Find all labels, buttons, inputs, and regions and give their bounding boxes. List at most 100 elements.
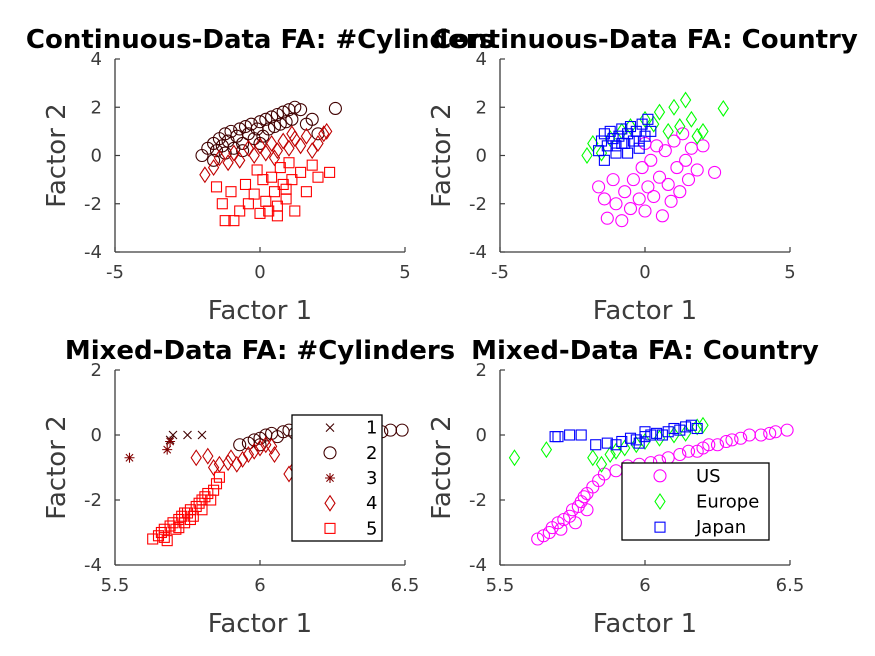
data-point [667, 134, 681, 148]
data-point [312, 171, 324, 183]
series-4 [190, 436, 307, 489]
data-point [668, 426, 680, 444]
data-point [604, 446, 616, 463]
y-tick-label: -4 [84, 555, 102, 576]
data-point [158, 531, 170, 543]
legend: 1 2 3 4 5 [291, 414, 383, 542]
data-point [239, 178, 252, 190]
data-point [662, 122, 674, 140]
data-point [685, 419, 697, 431]
data-point [213, 149, 226, 167]
legend-label: 4 [366, 493, 377, 514]
data-point [725, 433, 739, 447]
data-point [312, 134, 324, 152]
series-1 [592, 127, 722, 228]
data-point [633, 437, 645, 449]
legend-box [621, 462, 770, 541]
data-point [616, 137, 628, 149]
data-point [568, 516, 582, 530]
x-tick-label: 6 [254, 575, 265, 596]
data-point [697, 416, 709, 434]
data-point [289, 130, 301, 148]
legend-marker [654, 493, 666, 510]
y-tick-label: 0 [476, 146, 487, 167]
data-point [289, 205, 301, 217]
data-point [644, 153, 658, 167]
data-point [199, 166, 211, 184]
data-point [328, 101, 342, 116]
x-tick-label: 6.5 [391, 575, 420, 596]
data-point [681, 444, 696, 458]
data-point [268, 446, 281, 463]
data-point [395, 423, 409, 437]
data-point [618, 185, 632, 199]
data-point [196, 504, 208, 516]
data-point [679, 91, 692, 109]
data-point [655, 209, 669, 223]
data-point [680, 421, 692, 433]
data-point [202, 447, 214, 465]
data-point [268, 149, 281, 167]
data-point [173, 513, 185, 526]
data-point [228, 144, 240, 162]
data-point [691, 127, 703, 145]
series-5 [210, 157, 336, 227]
y-tick-label: 2 [91, 97, 102, 118]
data-point [622, 147, 634, 159]
data-point [639, 426, 651, 438]
data-point [681, 173, 696, 187]
data-point [642, 113, 654, 125]
data-point [780, 423, 794, 437]
x-axis-label: Factor 1 [208, 296, 312, 326]
data-point [222, 454, 234, 472]
data-point [164, 520, 176, 532]
data-point [251, 164, 263, 176]
y-tick-label: -4 [469, 242, 487, 263]
data-point [575, 429, 587, 441]
legend-marker [324, 522, 336, 534]
data-point [190, 500, 202, 513]
data-point [650, 139, 664, 153]
data-point [318, 125, 330, 143]
data-point [162, 444, 173, 455]
data-point [124, 452, 135, 463]
data-point [283, 157, 295, 169]
y-axis-label: Factor 2 [42, 103, 72, 207]
data-point [577, 490, 591, 504]
data-point [273, 117, 287, 131]
data-point [231, 455, 243, 473]
data-point [300, 186, 312, 198]
data-point [638, 204, 652, 218]
data-point [645, 125, 657, 137]
series-2 [195, 100, 342, 167]
y-tick-label: 4 [476, 49, 487, 70]
data-point [674, 118, 686, 136]
legend-label: 2 [366, 443, 377, 464]
x-tick-label: 6.5 [776, 575, 805, 596]
data-point [606, 173, 620, 187]
data-point [673, 447, 687, 462]
series-3 [124, 436, 176, 463]
legend-marker [654, 521, 666, 533]
data-point [225, 449, 237, 467]
legend-marker [323, 446, 337, 460]
data-point [210, 478, 223, 490]
plot-title: Mixed-Data FA: Country [471, 336, 819, 366]
data-point [653, 103, 666, 121]
series-3 [549, 419, 703, 451]
data-point [664, 194, 678, 208]
y-tick-label: -2 [84, 490, 102, 511]
data-point [623, 202, 638, 216]
legend-marker [324, 494, 336, 512]
data-point [193, 497, 205, 509]
data-point [184, 513, 196, 526]
data-point [280, 183, 292, 195]
data-point [592, 180, 606, 194]
data-point [242, 446, 255, 463]
data-point [691, 418, 703, 436]
data-point [236, 136, 250, 150]
y-tick-label: 4 [91, 49, 102, 70]
data-point [236, 450, 249, 468]
data-point [216, 198, 228, 210]
x-axis-label: Factor 1 [593, 609, 697, 639]
